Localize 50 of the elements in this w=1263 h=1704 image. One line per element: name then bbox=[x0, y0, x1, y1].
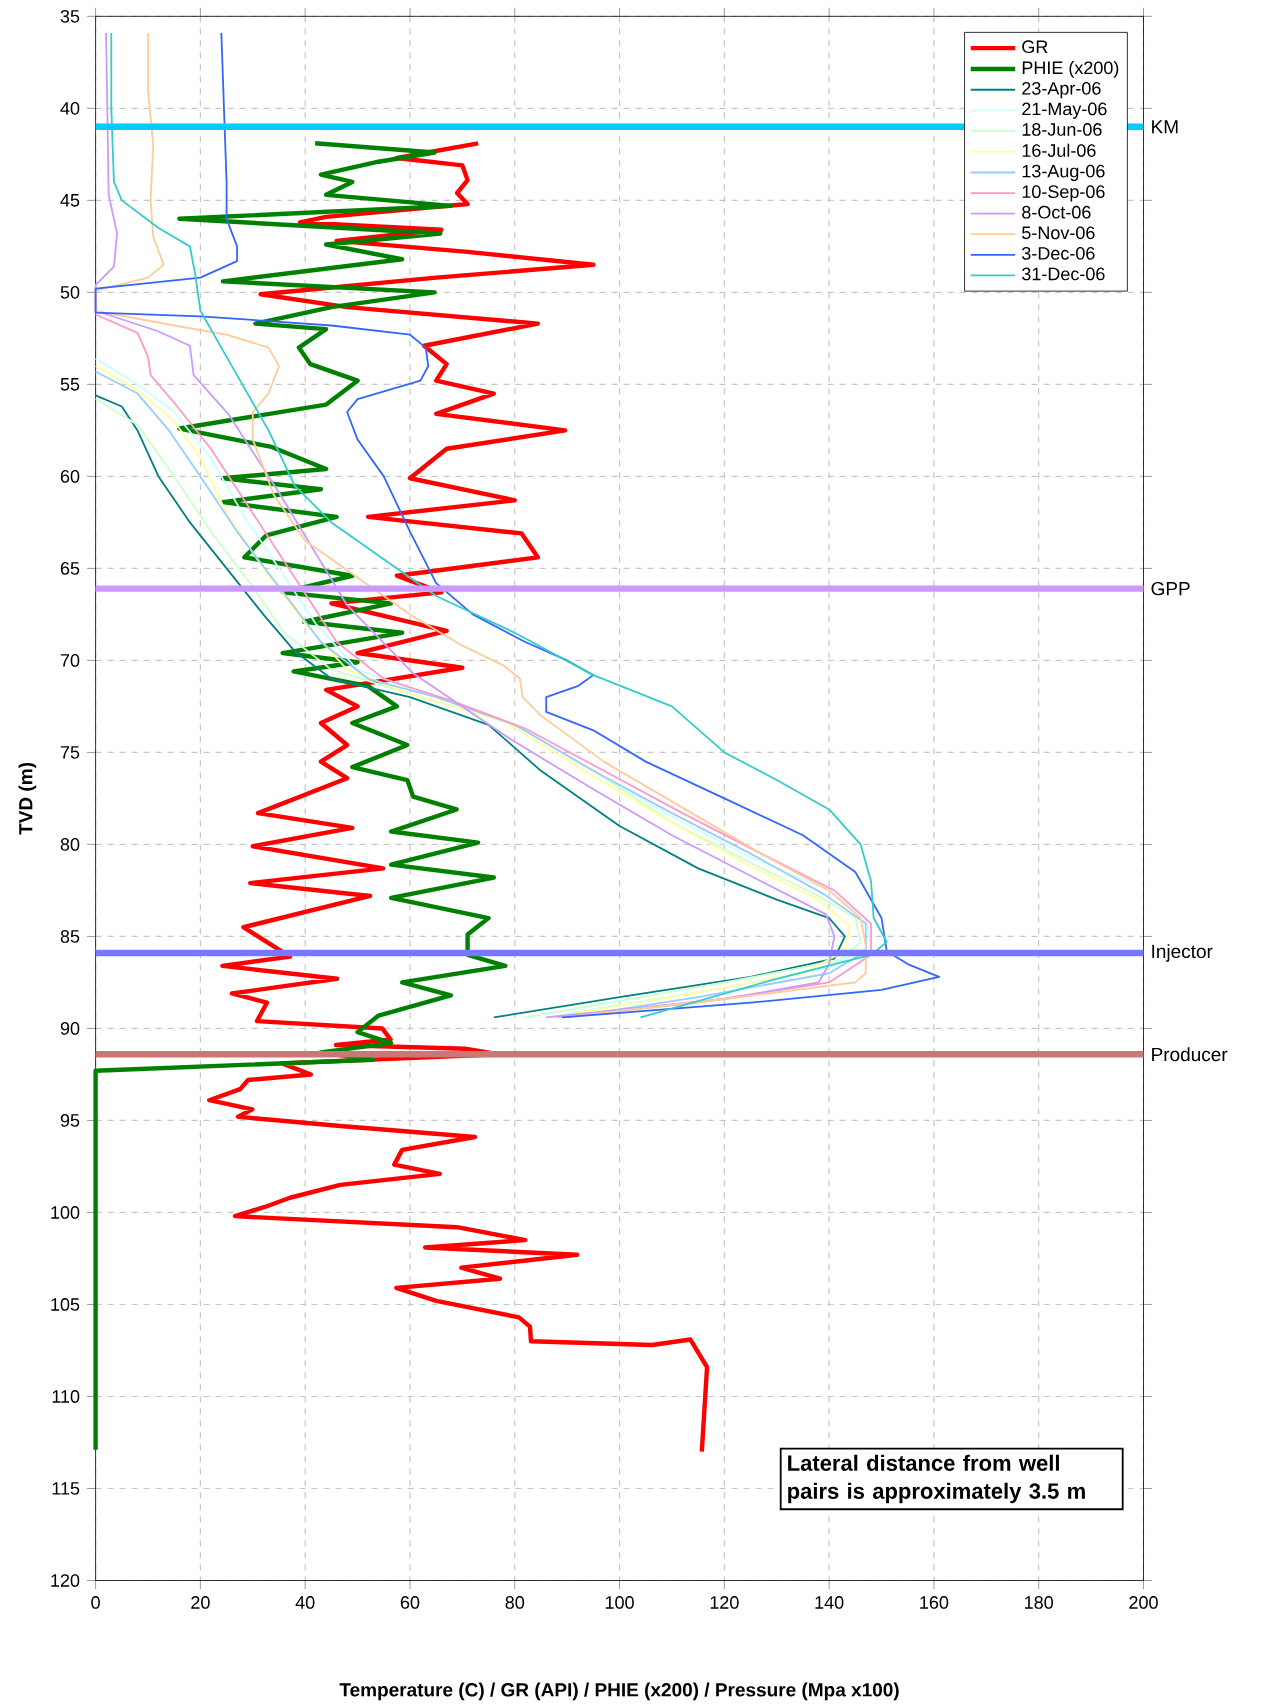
ref-line-label: Producer bbox=[1152, 1047, 1228, 1062]
y-tick-label: 100 bbox=[51, 1206, 80, 1219]
x-axis-title: Temperature (C) / GR (API) / PHIE (x200) / Pressure (Mpa x100) bbox=[339, 1682, 899, 1701]
legend-label: 23-Apr-06 bbox=[1022, 81, 1101, 99]
y-tick-label: 40 bbox=[60, 101, 80, 115]
y-tick-label: 105 bbox=[51, 1298, 80, 1311]
y-axis-title: TVD (m) bbox=[18, 762, 37, 835]
y-tick-label: 45 bbox=[60, 194, 80, 207]
legend-label: 18-Jun-06 bbox=[1022, 123, 1102, 136]
x-tick-label: 0 bbox=[91, 1596, 100, 1609]
ref-line-label: Injector bbox=[1152, 944, 1213, 962]
legend-label: 10-Sep-06 bbox=[1022, 185, 1105, 202]
x-tick-label: 180 bbox=[1025, 1596, 1054, 1609]
ref-line-label: GPP bbox=[1151, 581, 1190, 596]
y-tick-label: 90 bbox=[60, 1022, 80, 1035]
x-tick-label: 20 bbox=[191, 1596, 210, 1609]
y-tick-label: 120 bbox=[51, 1574, 80, 1587]
x-tick-label: 120 bbox=[710, 1596, 739, 1609]
x-tick-label: 40 bbox=[295, 1596, 315, 1609]
legend-label: 3-Dec-06 bbox=[1022, 246, 1095, 260]
annotation: Lateral distance from well pairs is approximately 3.5 m bbox=[788, 1454, 1085, 1504]
y-tick-label: 70 bbox=[60, 654, 80, 667]
y-tick-label: 115 bbox=[52, 1482, 80, 1495]
legend-label: 8-Oct-06 bbox=[1022, 205, 1091, 219]
legend-label: 16-Jul-06 bbox=[1022, 143, 1096, 157]
ref-line-label: KM bbox=[1152, 120, 1178, 134]
y-tick-label: 50 bbox=[60, 285, 80, 299]
x-tick-label: 140 bbox=[815, 1596, 844, 1609]
legend-label: 31-Dec-06 bbox=[1022, 267, 1105, 281]
x-tick-label: 60 bbox=[400, 1596, 420, 1609]
y-tick-label: 65 bbox=[60, 562, 80, 575]
y-tick-label: 55 bbox=[60, 378, 80, 391]
legend-label: PHIE (x200) bbox=[1022, 60, 1119, 78]
legend-label: 13-Aug-06 bbox=[1022, 164, 1105, 182]
x-tick-label: 100 bbox=[605, 1596, 634, 1609]
y-tick-label: 80 bbox=[60, 838, 80, 851]
x-tick-label: 200 bbox=[1129, 1596, 1158, 1609]
y-tick-label: 85 bbox=[60, 930, 80, 943]
legend-label: 21-May-06 bbox=[1022, 102, 1107, 119]
y-tick-label: 95 bbox=[60, 1114, 80, 1127]
y-tick-label: 60 bbox=[60, 470, 80, 483]
x-tick-label: 160 bbox=[920, 1596, 949, 1609]
x-tick-label: 80 bbox=[505, 1596, 525, 1609]
y-tick-label: 75 bbox=[60, 746, 80, 759]
legend-label: GR bbox=[1022, 40, 1048, 54]
y-tick-label: 110 bbox=[52, 1390, 80, 1403]
legend-label: 5-Nov-06 bbox=[1022, 226, 1095, 240]
line-series bbox=[207, 141, 710, 1454]
line-series bbox=[93, 141, 508, 1453]
y-tick-label: 35 bbox=[60, 9, 80, 23]
